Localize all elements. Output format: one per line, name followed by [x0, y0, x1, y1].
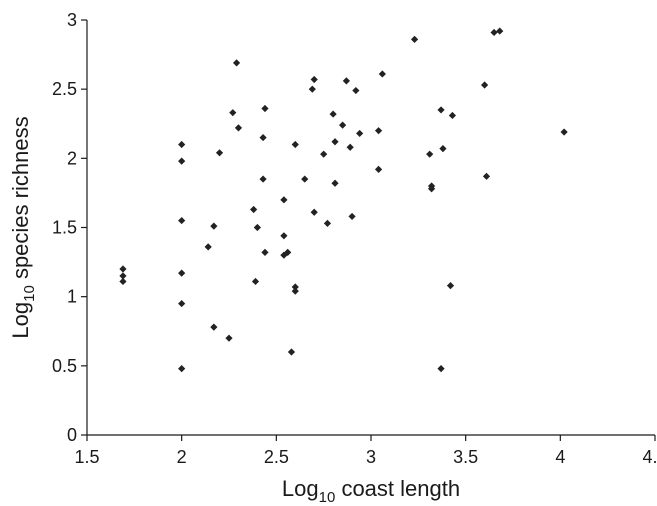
data-point: [426, 150, 434, 158]
data-point: [178, 299, 186, 308]
data-point: [348, 212, 356, 221]
data-point: [448, 111, 457, 120]
data-point: [178, 216, 186, 225]
data-point: [250, 205, 258, 214]
data-point: [210, 323, 218, 331]
data-point: [232, 59, 241, 67]
data-points: [119, 27, 568, 373]
data-point: [284, 248, 292, 256]
data-point: [259, 133, 267, 142]
y-tick-label: 2: [67, 148, 77, 168]
data-point: [261, 104, 269, 113]
data-point: [287, 348, 296, 356]
data-point: [427, 185, 436, 193]
data-point: [178, 269, 186, 277]
x-tick-label: 3.5: [453, 447, 478, 467]
y-tick-label: 0: [67, 425, 77, 445]
y-tick-label: 1.5: [52, 218, 77, 238]
data-point: [310, 208, 318, 216]
data-point: [437, 106, 445, 114]
data-point: [352, 86, 360, 95]
x-tick-label: 2: [177, 447, 187, 467]
y-axis-ticks: 0 0.5 1 1.5 2 2.5 3: [52, 10, 87, 445]
x-axis-label-rest: coast length: [335, 476, 460, 501]
data-point: [490, 28, 498, 37]
x-tick-label: 4: [555, 447, 565, 467]
data-point: [119, 265, 127, 273]
x-axis-ticks: 1.5 2 2.5 3 3.5 4 4.5: [74, 435, 657, 467]
data-point: [225, 334, 233, 342]
data-point: [229, 109, 237, 117]
data-point: [178, 157, 186, 165]
x-axis-label-base: Log: [282, 476, 319, 501]
data-point: [378, 70, 386, 78]
data-point: [280, 196, 288, 204]
data-point: [234, 124, 243, 132]
data-point: [178, 140, 186, 149]
x-tick-label: 3: [366, 447, 376, 467]
data-point: [178, 365, 186, 373]
y-tick-label: 2.5: [52, 79, 77, 99]
data-point: [410, 35, 419, 43]
y-tick-label: 3: [67, 10, 77, 30]
data-point: [320, 150, 328, 158]
y-axis-label-base: Log: [8, 302, 33, 339]
data-point: [329, 110, 337, 118]
data-point: [119, 272, 127, 280]
data-point: [374, 127, 383, 135]
data-point: [331, 138, 339, 146]
y-axis-label-subscript: 10: [21, 285, 38, 302]
x-axis-label: Log10 coast length: [282, 476, 460, 506]
data-point: [291, 287, 299, 295]
data-point: [215, 149, 224, 157]
data-point: [291, 140, 299, 149]
data-point: [339, 121, 347, 129]
data-point: [374, 165, 383, 173]
data-point: [331, 179, 339, 187]
data-point: [280, 232, 288, 240]
data-point: [482, 172, 491, 180]
y-axis-label: Log10 species richness: [8, 116, 38, 338]
data-point: [308, 85, 316, 93]
data-point: [261, 248, 269, 256]
data-point: [323, 219, 332, 227]
x-tick-label: 2.5: [264, 447, 289, 467]
axes: [86, 20, 655, 436]
data-point: [496, 27, 504, 35]
data-point: [356, 129, 364, 138]
data-point: [437, 365, 445, 373]
y-axis-label-rest: species richness: [8, 116, 33, 285]
data-point: [301, 175, 309, 183]
data-point: [346, 143, 354, 151]
data-point: [481, 81, 489, 89]
data-point: [210, 222, 218, 230]
y-tick-label: 0.5: [52, 356, 77, 376]
x-axis-label-subscript: 10: [319, 489, 336, 506]
data-point: [291, 283, 299, 291]
x-tick-label: 1.5: [74, 447, 99, 467]
data-point: [439, 145, 447, 153]
data-point: [446, 282, 455, 290]
data-point: [259, 175, 267, 183]
data-point: [251, 277, 260, 286]
y-tick-label: 1: [67, 287, 77, 307]
data-point: [310, 75, 318, 84]
data-point: [253, 223, 261, 232]
data-point: [342, 77, 350, 85]
x-tick-label: 4.5: [642, 447, 657, 467]
data-point: [119, 277, 127, 286]
data-point: [204, 243, 212, 251]
data-point: [560, 128, 568, 136]
